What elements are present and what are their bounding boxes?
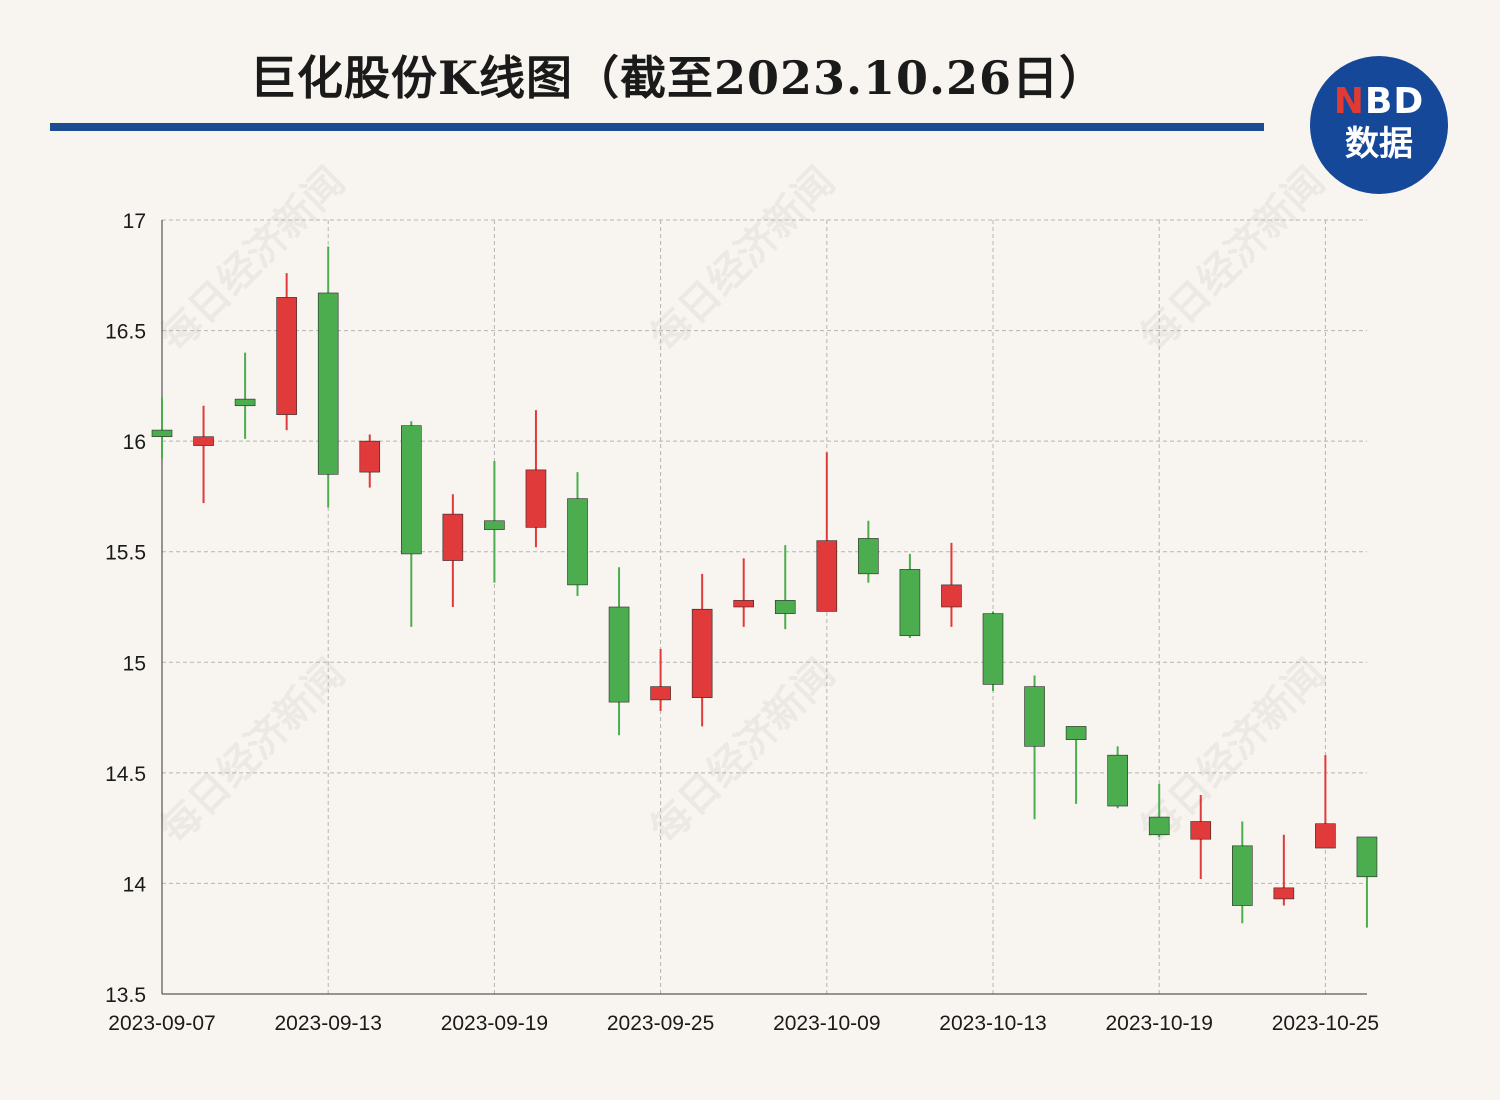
- candle-body: [442, 513, 464, 561]
- candle-body: [359, 440, 381, 473]
- candle-body: [400, 425, 422, 555]
- y-tick-label: 16.5: [105, 321, 146, 344]
- candle-body: [816, 540, 838, 612]
- candle-body: [774, 600, 796, 614]
- y-tick-label: 13.5: [105, 984, 146, 1007]
- candle-body: [1232, 845, 1253, 906]
- title-underline: [50, 123, 1264, 131]
- y-tick-label: 15: [123, 652, 146, 675]
- y-tick-label: 14.5: [105, 763, 146, 786]
- candle-body: [1356, 836, 1378, 878]
- x-tick-label: 2023-10-25: [1272, 1012, 1379, 1035]
- candle-body: [1065, 726, 1087, 740]
- x-tick-label: 2023-10-19: [1105, 1012, 1212, 1035]
- candle-body: [484, 520, 505, 530]
- y-tick-label: 15.5: [105, 542, 146, 565]
- candle-body: [1024, 686, 1045, 747]
- candle-body: [608, 606, 630, 703]
- x-tick-label: 2023-10-13: [939, 1012, 1046, 1035]
- candle-body: [1315, 823, 1336, 849]
- x-tick-label: 2023-09-25: [607, 1012, 714, 1035]
- candle-body: [733, 600, 755, 608]
- candle-body: [858, 538, 879, 575]
- candle-body: [1107, 754, 1128, 807]
- logo-text-data: 数据: [1345, 124, 1413, 164]
- candle-body: [941, 584, 962, 608]
- candle-body: [691, 608, 713, 698]
- x-tick-label: 2023-09-07: [108, 1012, 215, 1035]
- y-tick-label: 17: [123, 210, 146, 233]
- x-tick-label: 2023-09-13: [274, 1012, 381, 1035]
- candle-body: [982, 613, 1004, 685]
- candle-body: [650, 686, 671, 701]
- candle-body: [234, 398, 256, 407]
- candle-body: [1273, 887, 1295, 900]
- candle-body: [567, 498, 588, 586]
- x-tick-label: 2023-10-09: [773, 1012, 880, 1035]
- candle-body: [525, 469, 547, 528]
- nbd-logo: NBD 数据: [1310, 56, 1448, 194]
- chart-title: 巨化股份K线图（截至2023.10.26日）: [250, 51, 1107, 105]
- candle-body: [193, 436, 214, 446]
- y-tick-label: 14: [123, 873, 147, 896]
- x-tick-label: 2023-09-19: [441, 1012, 548, 1035]
- candle-body: [1190, 821, 1212, 840]
- candle-body: [899, 569, 921, 637]
- y-tick-label: 16: [123, 431, 146, 454]
- candle-body: [276, 297, 297, 415]
- candle-body: [151, 429, 173, 438]
- candle-body: [317, 292, 339, 475]
- candle-body: [1148, 816, 1170, 836]
- logo-text-nbd: NBD: [1333, 81, 1425, 122]
